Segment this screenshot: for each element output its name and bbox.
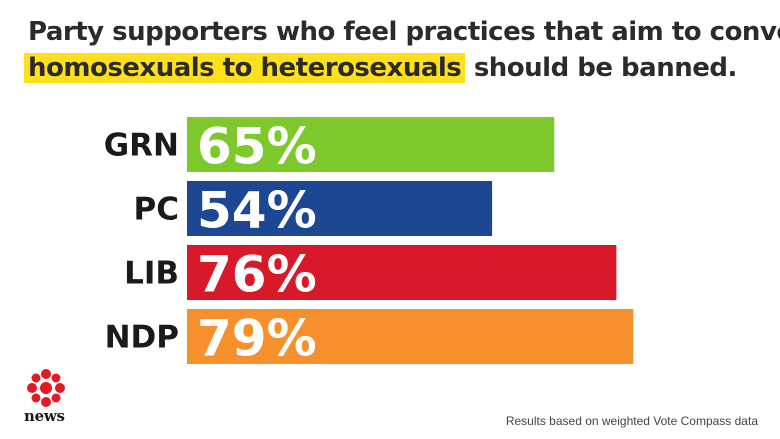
title-rest: should be banned. — [465, 53, 738, 83]
bar-grn — [187, 117, 555, 172]
bar-ndp — [187, 309, 634, 364]
title-highlight: homosexuals to heterosexuals — [24, 53, 466, 83]
title-line-1: Party supporters who feel practices that… — [28, 17, 780, 47]
value-label-ndp: 79% — [197, 310, 317, 368]
category-label-lib: LIB — [124, 256, 179, 292]
value-label-grn: 65% — [197, 118, 317, 176]
category-label-ndp: NDP — [105, 320, 179, 356]
value-label-pc: 54% — [197, 182, 317, 240]
title-line-2: homosexuals to heterosexuals should be b… — [24, 50, 768, 86]
bar-pc — [187, 181, 493, 236]
value-label-lib: 76% — [197, 246, 317, 304]
category-label-pc: PC — [134, 192, 179, 228]
source-note: Results based on weighted Vote Compass d… — [505, 414, 758, 428]
cbc-gem-icon — [27, 369, 65, 407]
chart-title: Party supporters who feel practices that… — [24, 14, 780, 86]
bar-lib — [187, 245, 617, 300]
category-label-grn: GRN — [104, 128, 179, 164]
brand-news: news — [24, 407, 65, 425]
